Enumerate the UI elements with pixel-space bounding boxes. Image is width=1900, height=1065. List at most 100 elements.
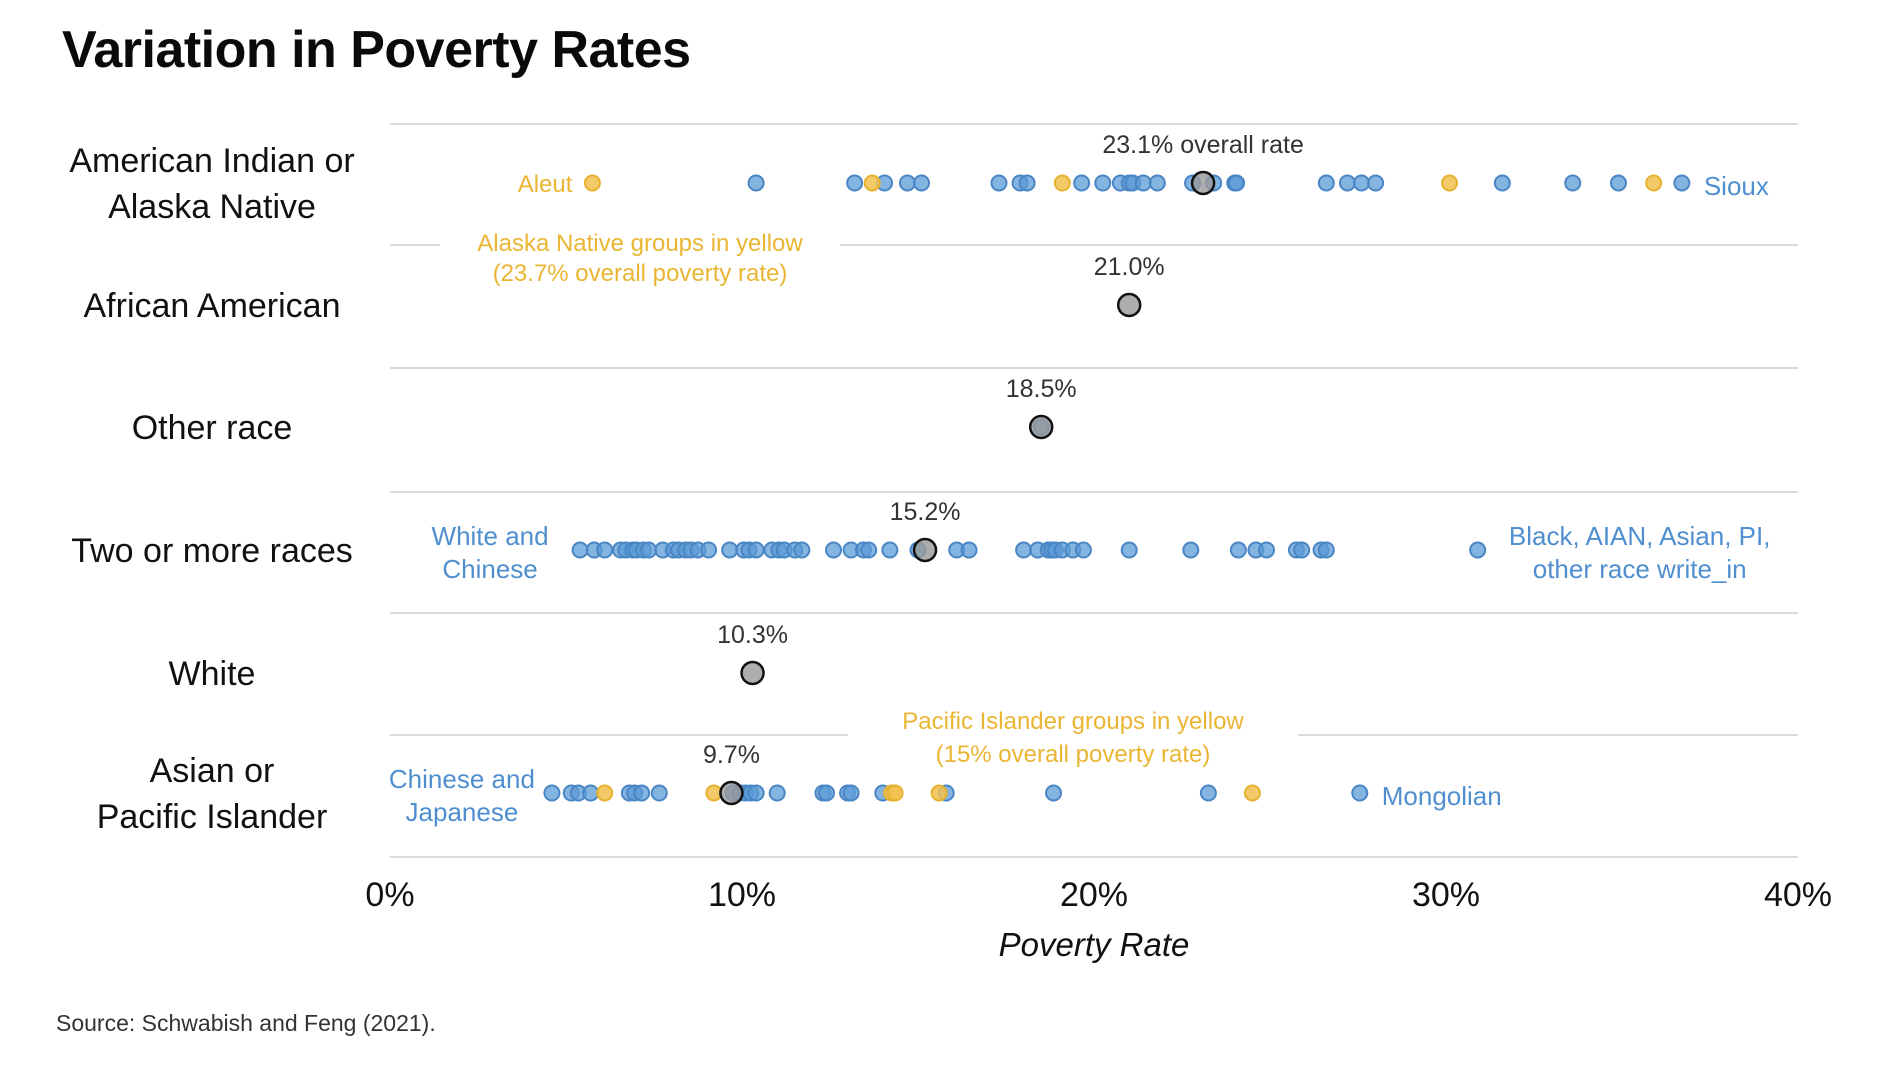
annotation-background xyxy=(848,707,1298,767)
row-label: Pacific Islander xyxy=(97,798,328,836)
x-tick-label: 10% xyxy=(708,876,776,914)
annotation-label: (15% overall poverty rate) xyxy=(936,741,1211,768)
blue-point xyxy=(1609,174,1627,192)
blue-point xyxy=(825,541,843,559)
yellow-point xyxy=(1645,174,1663,192)
blue-point xyxy=(1074,541,1092,559)
blue-point xyxy=(1367,174,1385,192)
chart-title: Variation in Poverty Rates xyxy=(62,21,691,79)
annotation-label: Chinese xyxy=(442,554,537,584)
yellow-point xyxy=(930,784,948,802)
blue-point xyxy=(1351,784,1369,802)
blue-point xyxy=(571,541,589,559)
blue-point xyxy=(747,541,765,559)
overall-rate-marker xyxy=(1028,414,1054,440)
annotation-label: (23.7% overall poverty rate) xyxy=(493,260,788,287)
yellow-point xyxy=(705,784,723,802)
blue-point xyxy=(1015,541,1033,559)
blue-point xyxy=(582,784,600,802)
blue-point xyxy=(1317,541,1335,559)
blue-point xyxy=(1493,174,1511,192)
blue-point xyxy=(960,541,978,559)
blue-point xyxy=(1257,541,1275,559)
overall-rate-marker xyxy=(912,537,938,563)
yellow-point xyxy=(886,784,904,802)
blue-point xyxy=(1148,174,1166,192)
x-tick-label: 40% xyxy=(1764,876,1832,914)
annotation-label: Chinese and xyxy=(389,764,535,794)
row-labels: American Indian or Alaska Native African A… xyxy=(69,142,354,836)
annotation-label: Sioux xyxy=(1704,171,1769,201)
x-tick-label: 0% xyxy=(365,876,414,914)
blue-point xyxy=(747,784,765,802)
x-axis: 0% 10% 20% 30% 40% Poverty Rate xyxy=(365,876,1832,963)
blue-point xyxy=(1293,541,1311,559)
overall-rate-marker xyxy=(1116,292,1142,318)
annotation-label: Alaska Native groups in yellow xyxy=(477,230,803,257)
blue-point xyxy=(640,541,658,559)
overall-rate-marker xyxy=(719,780,744,806)
x-tick-label: 30% xyxy=(1412,876,1480,914)
annotation-label: Pacific Islander groups in yellow xyxy=(902,708,1244,735)
annotation-label: Aleut xyxy=(518,171,573,198)
blue-point xyxy=(1199,784,1217,802)
annotations: Aleut Sioux Alaska Native groups in yellow… xyxy=(389,171,1771,827)
blue-point xyxy=(543,784,561,802)
blue-point xyxy=(913,174,931,192)
annotation-label: Mongolian xyxy=(1382,781,1502,811)
blue-point xyxy=(1338,174,1356,192)
blue-point xyxy=(817,784,835,802)
yellow-point xyxy=(583,174,601,192)
label-background xyxy=(710,617,795,651)
row-label: Two or more races xyxy=(71,532,353,570)
source-note: Source: Schwabish and Feng (2021). xyxy=(56,1010,436,1036)
row-label: White xyxy=(169,655,256,693)
label-background xyxy=(1087,249,1171,283)
row-label: African American xyxy=(84,287,341,325)
blue-point xyxy=(1134,174,1152,192)
yellow-point xyxy=(1053,174,1071,192)
blue-point xyxy=(842,784,860,802)
blue-point xyxy=(1018,174,1036,192)
blue-point xyxy=(768,784,786,802)
annotation-label: Black, AIAN, Asian, PI, xyxy=(1509,521,1771,551)
overall-rate-label: 15.2% xyxy=(890,498,961,526)
blue-point xyxy=(1229,541,1247,559)
row-label: Other race xyxy=(132,409,293,447)
overall-rate-label: 10.3% xyxy=(717,621,788,649)
blue-point xyxy=(700,541,718,559)
blue-point xyxy=(721,541,739,559)
yellow-point xyxy=(863,174,881,192)
overall-rate-label: 9.7% xyxy=(703,741,760,769)
overall-rate-label: 21.0% xyxy=(1094,253,1165,281)
blue-point xyxy=(1182,541,1200,559)
label-background xyxy=(883,494,967,528)
blue-point xyxy=(1564,174,1582,192)
overall-rate-marker xyxy=(1190,170,1216,196)
overall-rate-label: 23.1% overall rate xyxy=(1102,131,1304,159)
overall-rate-marker xyxy=(740,660,765,686)
blue-point xyxy=(1120,541,1138,559)
overall-markers: 23.1% overall rate 21.0% 18.5% 15.2% 10.3% 9.… xyxy=(703,131,1304,806)
row-label: American Indian or xyxy=(69,142,354,180)
blue-point xyxy=(1353,174,1371,192)
blue-point xyxy=(1073,174,1091,192)
blue-point xyxy=(1094,174,1112,192)
annotation-label: White and xyxy=(432,521,549,551)
blue-point xyxy=(793,541,811,559)
blue-point xyxy=(596,541,614,559)
yellow-point xyxy=(1243,784,1261,802)
blue-point xyxy=(990,174,1008,192)
x-axis-title: Poverty Rate xyxy=(999,926,1190,963)
blue-point xyxy=(1228,174,1246,192)
annotation-label: other race write_in xyxy=(1533,554,1747,584)
x-tick-label: 20% xyxy=(1060,876,1128,914)
overall-rate-label: 18.5% xyxy=(1006,375,1077,403)
blue-point xyxy=(1469,541,1487,559)
blue-point xyxy=(1045,784,1063,802)
annotation-background xyxy=(440,221,840,281)
blue-point xyxy=(747,174,765,192)
blue-point xyxy=(1317,174,1335,192)
blue-point xyxy=(860,541,878,559)
